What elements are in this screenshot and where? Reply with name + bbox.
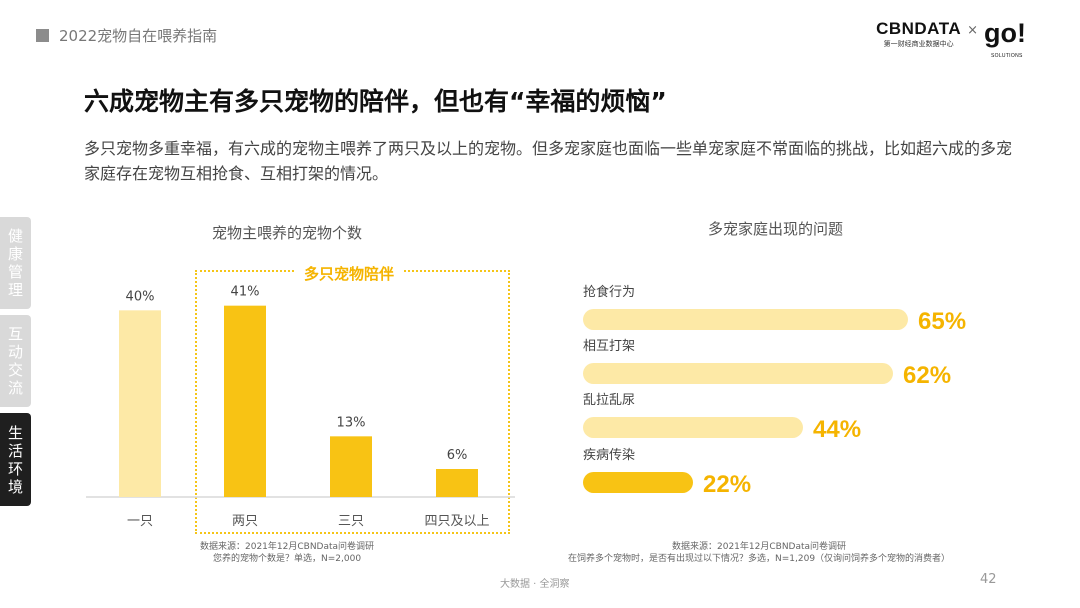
category-label: 三只 <box>338 514 364 529</box>
cbndata-logo: CBNDATA 第一财经商业数据中心 <box>876 19 962 49</box>
issue-label: 疾病传染 <box>583 448 635 463</box>
category-label: 四只及以上 <box>424 514 489 529</box>
issue-label: 抢食行为 <box>583 284 635 300</box>
left-chart-source: 数据来源：2021年12月CBNData问卷调研 您养的宠物个数是？单选，N=2… <box>200 541 374 565</box>
issue-value-label: 62% <box>903 362 951 389</box>
go-logo-subtext: SOLUTIONS <box>991 53 1023 59</box>
header-square-icon <box>36 28 49 42</box>
issue-bar-3 <box>583 417 803 438</box>
cbndata-logo-text: CBNDATA <box>876 19 962 38</box>
cbndata-logo-subtext: 第一财经商业数据中心 <box>883 40 954 48</box>
category-label: 两只 <box>232 514 258 529</box>
bar-4 <box>436 469 478 497</box>
left-source-note: 您养的宠物个数是？单选，N=2,000 <box>213 554 362 564</box>
bar-value-label: 41% <box>231 285 260 300</box>
sidebar-tab-health[interactable]: 健康管理 <box>0 217 31 309</box>
issue-label: 乱拉乱尿 <box>583 393 635 408</box>
issue-bar-2 <box>583 363 893 384</box>
right-chart-source: 数据来源：2021年12月CBNData问卷调研 在饲养多个宠物时，是否有出现过… <box>568 541 950 565</box>
bar-1 <box>119 310 161 497</box>
issue-bar-4 <box>583 472 693 493</box>
right-chart-title: 多宠家庭出现的问题 <box>708 220 844 238</box>
sidebar-tab-environment[interactable]: 生活环境 <box>0 413 31 506</box>
logo-separator: × <box>967 23 979 38</box>
issue-value-label: 65% <box>918 308 966 335</box>
report-title: 2022宠物自在喂养指南 <box>59 26 218 45</box>
footer-text: 大数据 · 全洞察 <box>500 579 570 590</box>
issue-bar-1 <box>583 309 908 330</box>
page-title: 六成宠物主有多只宠物的陪伴，但也有“幸福的烦恼” <box>84 87 667 116</box>
sidebar-tab-label: 生活环境 <box>7 423 23 496</box>
left-chart-title: 宠物主喂养的宠物个数 <box>212 224 363 242</box>
report-header: 2022宠物自在喂养指南 <box>36 24 217 46</box>
issue-value-label: 44% <box>813 416 861 443</box>
go-logo: go! SOLUTIONS <box>984 18 1026 60</box>
page-description: 多只宠物多重幸福，有六成的宠物主喂养了两只及以上的宠物。但多宠家庭也面临一些单宠… <box>84 139 1013 183</box>
go-logo-text: go! <box>984 18 1026 48</box>
left-source-line: 数据来源：2021年12月CBNData问卷调研 <box>200 542 375 552</box>
bar-3 <box>330 436 372 497</box>
category-label: 一只 <box>127 514 153 529</box>
bar-2 <box>224 305 266 497</box>
issue-value-label: 22% <box>703 471 751 498</box>
page-number: 42 <box>980 572 997 587</box>
highlight-label: 多只宠物陪伴 <box>296 263 403 284</box>
right-source-line: 数据来源：2021年12月CBNData问卷调研 <box>672 542 847 552</box>
bar-value-label: 40% <box>126 289 155 304</box>
bar-value-label: 6% <box>447 448 468 463</box>
issue-label: 相互打架 <box>583 339 635 354</box>
brand-logos: CBNDATA 第一财经商业数据中心 × go! SOLUTIONS <box>876 18 1026 60</box>
sidebar-tab-interaction[interactable]: 互动交流 <box>0 315 31 407</box>
right-source-note: 在饲养多个宠物时，是否有出现过以下情况？多选，N=1,209（仅询问饲养多个宠物… <box>568 554 951 564</box>
sidebar-tab-label: 健康管理 <box>7 227 23 299</box>
sidebar-tab-label: 互动交流 <box>7 325 23 397</box>
bar-value-label: 13% <box>337 415 366 430</box>
